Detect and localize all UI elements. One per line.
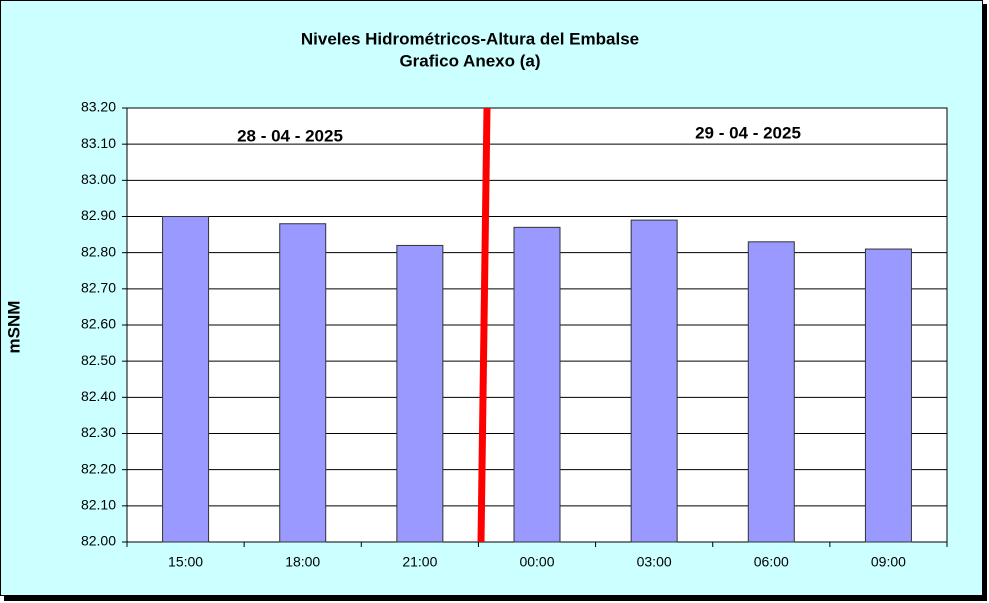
y-tick-label: 82.20 [81,460,116,476]
bar [747,241,795,543]
x-tick-label: 09:00 [871,554,906,570]
y-tick-label: 82.60 [81,316,116,332]
x-tick-label: 18:00 [285,554,320,570]
y-tick-label: 82.00 [81,533,116,549]
y-tick-label: 83.20 [81,99,116,115]
y-tick-label: 83.10 [81,135,116,151]
bar [396,244,444,543]
y-tick-label: 82.70 [81,280,116,296]
y-tick-label: 82.40 [81,388,116,404]
x-tick-label: 00:00 [519,554,554,570]
chart-title: Niveles Hidrométricos-Altura del Embalse [301,29,639,48]
annotation: 28 - 04 - 2025 [237,126,343,145]
bar [513,226,561,543]
y-axis-label: mSNM [4,301,23,354]
y-tick-label: 83.00 [81,171,116,187]
bar [162,216,210,543]
y-tick-label: 82.50 [81,352,116,368]
bar [630,219,678,543]
y-tick-label: 82.30 [81,424,116,440]
x-tick-label: 06:00 [754,554,789,570]
annotation: 29 - 04 - 2025 [695,123,801,142]
y-tick-label: 82.90 [81,207,116,223]
x-tick-label: 15:00 [168,554,203,570]
bar [864,248,912,543]
y-tick-label: 82.10 [81,497,116,513]
y-tick-label: 82.80 [81,243,116,259]
x-tick-label: 03:00 [637,554,672,570]
date-separator [477,107,491,543]
x-tick-label: 21:00 [402,554,437,570]
chart-subtitle: Grafico Anexo (a) [399,51,540,70]
bar [279,223,327,543]
